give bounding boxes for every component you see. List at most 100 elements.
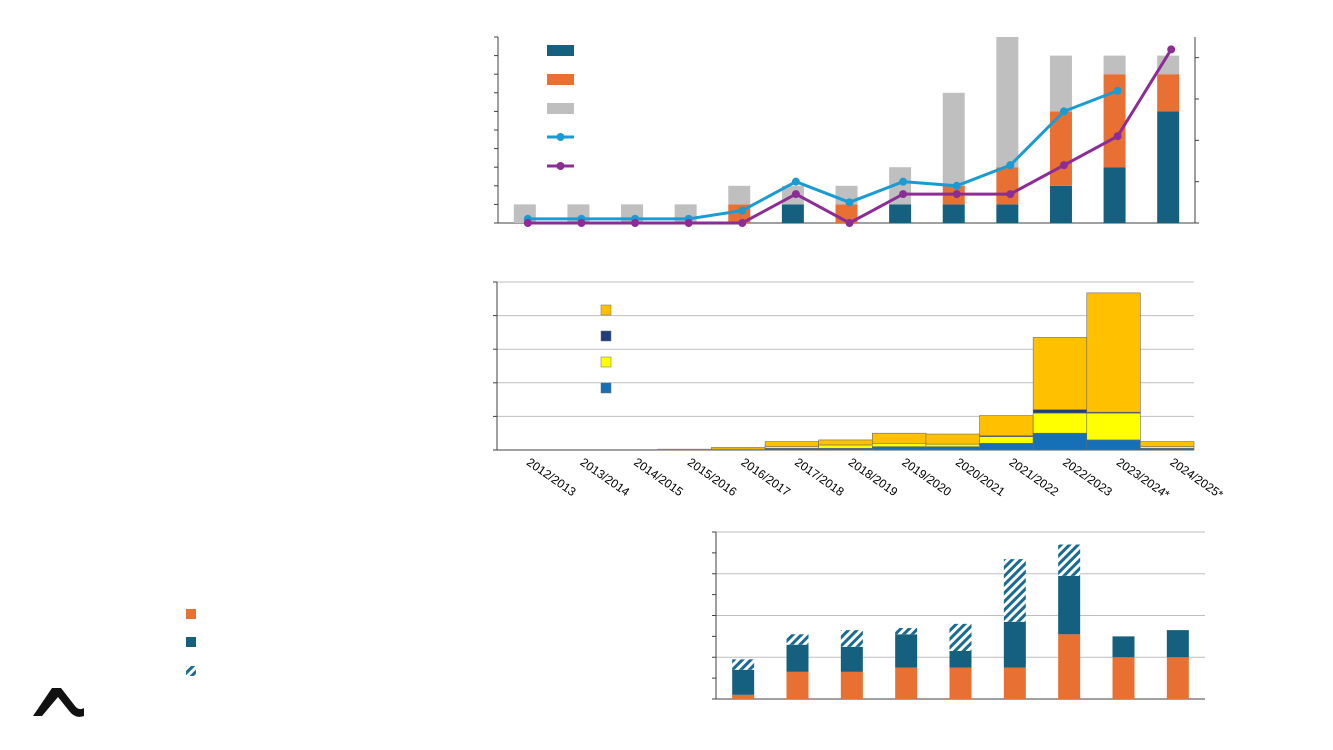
middle-bar-segment	[1032, 409, 1088, 414]
middle-bar-segment	[1086, 412, 1141, 441]
bottom-bar-segment	[949, 650, 972, 668]
middle-bar-segment	[872, 442, 927, 447]
bottom-bar-segment	[1112, 636, 1135, 658]
middle-x-tick-label: 2023/2024*	[1114, 455, 1173, 502]
bottom-legend-swatch	[186, 666, 196, 676]
middle-x-tick-label: 2014/2015	[631, 455, 686, 499]
top-line-point	[845, 198, 854, 207]
bottom-legend	[186, 609, 196, 676]
middle-legend-swatch	[600, 356, 612, 368]
middle-bar-segment	[1032, 432, 1088, 451]
top-line-point	[1113, 132, 1122, 141]
bottom-chart	[712, 531, 1205, 700]
top-bar-segment	[942, 204, 965, 223]
bottom-bar-segment	[949, 667, 972, 699]
top-bar-segment	[1157, 111, 1180, 223]
middle-legend-swatch	[600, 330, 612, 342]
top-line-point	[738, 219, 747, 227]
middle-x-tick-label: 2016/2017	[739, 455, 794, 499]
middle-x-tick-label: 2017/2018	[792, 455, 847, 499]
bottom-bar-segment	[1112, 657, 1135, 699]
top-bar-segment	[996, 204, 1019, 223]
top-legend-swatch	[547, 74, 574, 85]
top-line-point	[1167, 45, 1176, 54]
bottom-bar-segment	[895, 634, 918, 668]
bottom-bar-segment	[732, 669, 755, 695]
top-legend-marker	[556, 133, 565, 141]
top-line-point	[791, 177, 800, 186]
top-line-point	[1006, 161, 1015, 170]
top-line-point	[1059, 161, 1068, 170]
middle-x-tick-label: 2024/2025*	[1167, 455, 1226, 502]
top-line-point	[684, 219, 693, 227]
top-bar-segment	[996, 167, 1019, 205]
middle-x-tick-label: 2015/2016	[685, 455, 740, 499]
bottom-bar-segment	[840, 630, 863, 647]
top-line-point	[952, 190, 961, 199]
middle-x-tick-label: 2018/2019	[846, 455, 901, 499]
middle-bar-segment	[764, 441, 819, 447]
top-line-point	[1113, 86, 1122, 95]
bottom-bar-segment	[949, 623, 972, 651]
top-line-point	[523, 219, 532, 227]
middle-x-tick-label: 2019/2020	[899, 455, 954, 499]
middle-bar-segment	[1140, 441, 1195, 447]
top-legend-swatch	[547, 103, 574, 114]
middle-bar-segment	[979, 436, 1034, 444]
top-line-point	[738, 206, 747, 215]
middle-x-tick-label: 2012/2013	[524, 455, 579, 499]
bottom-bar-segment	[1058, 575, 1081, 635]
top-line-point	[899, 190, 908, 199]
middle-bar-segment	[979, 442, 1034, 451]
middle-bar-segment	[925, 433, 980, 445]
top-bar-segment	[1103, 74, 1126, 168]
top-line-point	[899, 177, 908, 186]
middle-x-tick-label: 2020/2021	[953, 455, 1008, 499]
top-bar-segment	[996, 37, 1019, 168]
top-bar-segment	[1103, 167, 1126, 223]
bottom-bar-segment	[1058, 634, 1081, 699]
middle-bar-segment	[657, 448, 712, 451]
bottom-bar-segment	[1166, 630, 1189, 658]
top-bar-segment	[1157, 74, 1180, 112]
top-line-point	[1059, 107, 1068, 116]
bottom-bar-segment	[840, 671, 863, 699]
top-line-point	[791, 190, 800, 199]
top-line-point	[845, 219, 854, 227]
top-bar-segment	[1157, 55, 1180, 75]
middle-chart: 2012/2013 2013/2014 2014/2015 2015/2016 2016…	[493, 281, 1226, 502]
bottom-bar-segment	[732, 659, 755, 670]
top-legend-swatch	[547, 45, 574, 56]
middle-bar-segment	[818, 439, 873, 446]
top-bar-segment	[728, 185, 751, 205]
top-bar-segment	[781, 204, 804, 223]
bottom-bar-segment	[1003, 621, 1026, 668]
middle-bar-segment	[925, 446, 980, 451]
middle-bar-segment	[1032, 337, 1088, 410]
top-bar-segment	[1049, 185, 1072, 223]
middle-bar-segment	[872, 432, 927, 444]
bottom-legend-swatch	[186, 637, 196, 647]
top-line-point	[577, 219, 586, 227]
top-bar-segment	[889, 204, 912, 223]
bottom-bar-segment	[1003, 667, 1026, 699]
bottom-legend-swatch	[186, 609, 196, 619]
middle-bar-segment	[925, 443, 980, 447]
middle-bar-segment	[1032, 412, 1088, 434]
bottom-bar-segment	[732, 694, 755, 699]
top-bar-segment	[1103, 55, 1126, 75]
bottom-bar-segment	[786, 634, 809, 645]
middle-bar-segment	[1086, 292, 1141, 413]
bottom-bar-segment	[840, 646, 863, 672]
bottom-bar-segment	[895, 667, 918, 699]
top-line-point	[952, 181, 961, 190]
middle-bar-segment	[979, 415, 1034, 437]
top-bar-segment	[1049, 55, 1072, 112]
bottom-bar-segment	[895, 628, 918, 635]
bottom-bar-segment	[1003, 559, 1026, 622]
top-line-point	[631, 219, 640, 227]
middle-x-tick-label: 2013/2014	[578, 455, 633, 499]
middle-bar-segment	[818, 444, 873, 449]
bottom-bar-segment	[1058, 544, 1081, 576]
